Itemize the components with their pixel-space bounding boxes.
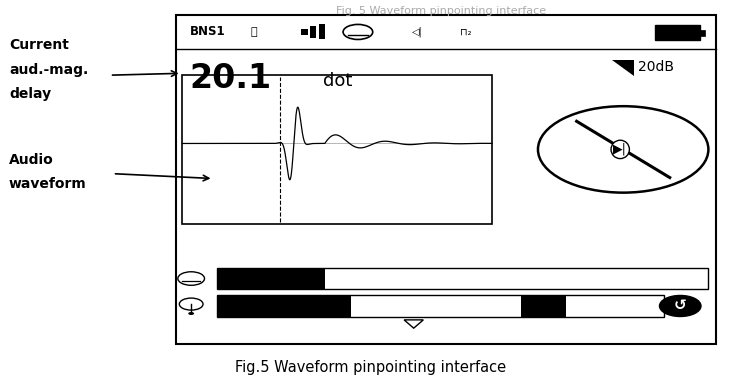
Bar bbox=[700, 30, 705, 36]
Text: ⌒: ⌒ bbox=[251, 27, 257, 37]
Bar bbox=[319, 25, 325, 40]
Bar bbox=[217, 295, 664, 317]
Text: delay: delay bbox=[9, 87, 51, 101]
Circle shape bbox=[659, 296, 701, 317]
Text: Fig.5 Waveform pinpointing interface: Fig.5 Waveform pinpointing interface bbox=[235, 360, 506, 375]
Bar bbox=[301, 29, 308, 35]
Circle shape bbox=[188, 312, 194, 315]
Text: dot: dot bbox=[323, 72, 353, 90]
Text: ⊓₂: ⊓₂ bbox=[459, 27, 471, 37]
Text: BNS1: BNS1 bbox=[190, 26, 225, 38]
Bar bbox=[176, 15, 716, 344]
Text: 20dB: 20dB bbox=[638, 60, 674, 74]
Text: waveform: waveform bbox=[9, 177, 87, 191]
Text: 20.1: 20.1 bbox=[190, 63, 272, 95]
Bar bbox=[521, 295, 565, 317]
Polygon shape bbox=[612, 60, 634, 76]
Bar bbox=[655, 25, 700, 40]
Text: Audio: Audio bbox=[9, 153, 53, 167]
Text: aud.-mag.: aud.-mag. bbox=[9, 63, 88, 77]
Text: ◁|: ◁| bbox=[412, 27, 422, 37]
Bar bbox=[310, 26, 316, 38]
Text: Current: Current bbox=[9, 38, 69, 52]
Text: ▶|: ▶| bbox=[614, 143, 627, 156]
Text: ↺: ↺ bbox=[674, 298, 687, 313]
Circle shape bbox=[538, 106, 708, 193]
Bar bbox=[182, 75, 492, 224]
Text: Fig. 5 Waveform pinpointing interface: Fig. 5 Waveform pinpointing interface bbox=[336, 6, 546, 16]
Bar bbox=[217, 295, 351, 317]
Bar bbox=[217, 268, 325, 290]
Bar bbox=[217, 268, 708, 290]
